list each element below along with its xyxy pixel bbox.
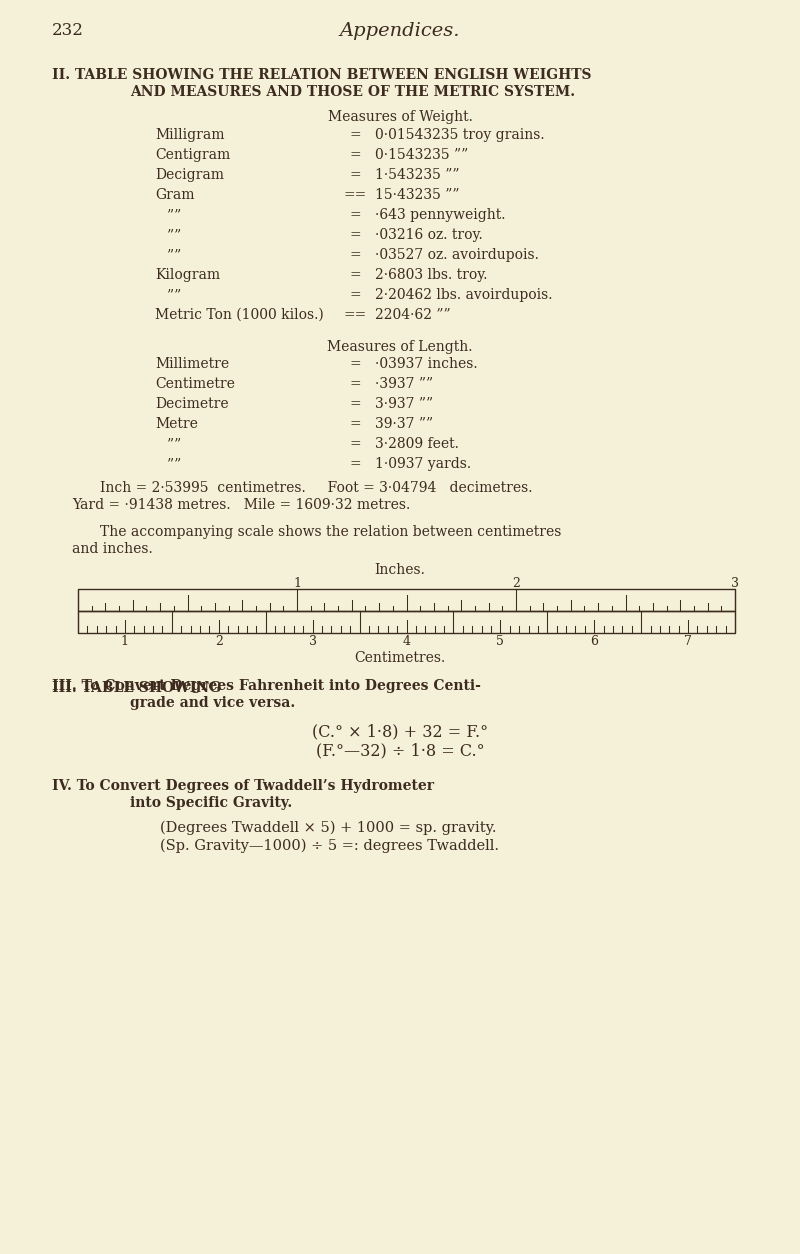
Text: ==: ==: [343, 308, 366, 322]
Text: Kilogram: Kilogram: [155, 268, 220, 282]
Text: ·643 pennyweight.: ·643 pennyweight.: [375, 208, 506, 222]
Text: ·3937 ””: ·3937 ””: [375, 377, 433, 391]
Text: ””: ””: [167, 436, 182, 451]
Text: ””: ””: [167, 208, 182, 222]
Text: 5: 5: [497, 635, 504, 648]
Text: Decigram: Decigram: [155, 168, 224, 182]
Text: Inch = 2·53995  centimetres.     Foot = 3·04794   decimetres.: Inch = 2·53995 centimetres. Foot = 3·047…: [100, 482, 533, 495]
Text: ·03527 oz. avoirdupois.: ·03527 oz. avoirdupois.: [375, 248, 539, 262]
Text: Inches.: Inches.: [374, 563, 426, 577]
Text: ·03216 oz. troy.: ·03216 oz. troy.: [375, 228, 482, 242]
Text: Metric Ton (1000 kilos.): Metric Ton (1000 kilos.): [155, 308, 324, 322]
Text: 2: 2: [512, 577, 520, 589]
Text: into Specific Gravity.: into Specific Gravity.: [130, 796, 292, 810]
Text: (Degrees Twaddell × 5) + 1000 = sp. gravity.: (Degrees Twaddell × 5) + 1000 = sp. grav…: [160, 821, 497, 835]
Text: grade and vice versa.: grade and vice versa.: [130, 696, 295, 710]
Text: 1: 1: [293, 577, 301, 589]
Text: =: =: [349, 288, 361, 302]
Text: 3·2809 feet.: 3·2809 feet.: [375, 436, 459, 451]
Text: =: =: [349, 208, 361, 222]
Text: ””: ””: [167, 228, 182, 242]
Text: =: =: [349, 398, 361, 411]
Text: 1·543235 ””: 1·543235 ””: [375, 168, 459, 182]
Text: ·03937 inches.: ·03937 inches.: [375, 357, 478, 371]
Text: and inches.: and inches.: [72, 542, 153, 556]
Text: Measures of Length.: Measures of Length.: [327, 340, 473, 354]
Text: II. TABLE SHOWING THE RELATION BETWEEN ENGLISH WEIGHTS: II. TABLE SHOWING THE RELATION BETWEEN E…: [52, 68, 591, 82]
Text: =: =: [349, 148, 361, 162]
Text: ””: ””: [167, 248, 182, 262]
Text: 39·37 ””: 39·37 ””: [375, 418, 433, 431]
Text: ==: ==: [343, 188, 366, 202]
Text: Yard = ·91438 metres.   Mile = 1609·32 metres.: Yard = ·91438 metres. Mile = 1609·32 met…: [72, 498, 410, 512]
Text: 15·43235 ””: 15·43235 ””: [375, 188, 459, 202]
Text: AND MEASURES AND THOSE OF THE METRIC SYSTEM.: AND MEASURES AND THOSE OF THE METRIC SYS…: [130, 85, 575, 99]
Text: 7: 7: [684, 635, 692, 648]
Text: 2: 2: [215, 635, 222, 648]
Text: III. To Convert Degrees Fahrenheit into Degrees Centi-: III. To Convert Degrees Fahrenheit into …: [52, 678, 481, 693]
Text: Milligram: Milligram: [155, 128, 225, 142]
Text: Measures of Weight.: Measures of Weight.: [327, 110, 473, 124]
Text: =: =: [349, 128, 361, 142]
Text: =: =: [349, 168, 361, 182]
Text: 2·6803 lbs. troy.: 2·6803 lbs. troy.: [375, 268, 487, 282]
Bar: [78, 589, 735, 611]
Text: =: =: [349, 357, 361, 371]
Text: Centimetres.: Centimetres.: [354, 651, 446, 665]
Text: Gram: Gram: [155, 188, 194, 202]
Text: =: =: [349, 456, 361, 472]
Text: III. TABLE SHOWING: III. TABLE SHOWING: [52, 681, 221, 695]
Text: 6: 6: [590, 635, 598, 648]
Text: Centigram: Centigram: [155, 148, 230, 162]
Text: =: =: [349, 268, 361, 282]
Text: (Sp. Gravity—1000) ÷ 5 =: degrees Twaddell.: (Sp. Gravity—1000) ÷ 5 =: degrees Twadde…: [160, 839, 499, 854]
Text: ””: ””: [167, 456, 182, 472]
Text: =: =: [349, 436, 361, 451]
Text: Centimetre: Centimetre: [155, 377, 235, 391]
Text: 4: 4: [402, 635, 410, 648]
Text: =: =: [349, 418, 361, 431]
Bar: [78, 611, 735, 633]
Text: 3: 3: [309, 635, 317, 648]
Text: Appendices.: Appendices.: [340, 23, 460, 40]
Text: ””: ””: [167, 288, 182, 302]
Text: 232: 232: [52, 23, 84, 39]
Text: (C.° × 1·8) + 32 = F.°: (C.° × 1·8) + 32 = F.°: [312, 724, 488, 740]
Text: 0·01543235 troy grains.: 0·01543235 troy grains.: [375, 128, 545, 142]
Text: 3·937 ””: 3·937 ””: [375, 398, 433, 411]
Text: 2204·62 ””: 2204·62 ””: [375, 308, 450, 322]
Text: IV. To Convert Degrees of Twaddell’s Hydrometer: IV. To Convert Degrees of Twaddell’s Hyd…: [52, 779, 434, 793]
Text: Millimetre: Millimetre: [155, 357, 229, 371]
Text: =: =: [349, 248, 361, 262]
Text: (F.°—32) ÷ 1·8 = C.°: (F.°—32) ÷ 1·8 = C.°: [316, 742, 484, 759]
Text: Decimetre: Decimetre: [155, 398, 229, 411]
Text: Metre: Metre: [155, 418, 198, 431]
Text: =: =: [349, 377, 361, 391]
Text: =: =: [349, 228, 361, 242]
Text: 2·20462 lbs. avoirdupois.: 2·20462 lbs. avoirdupois.: [375, 288, 553, 302]
Text: 3: 3: [731, 577, 739, 589]
Text: 1: 1: [121, 635, 129, 648]
Text: 0·1543235 ””: 0·1543235 ””: [375, 148, 468, 162]
Text: The accompanying scale shows the relation between centimetres: The accompanying scale shows the relatio…: [100, 525, 562, 539]
Text: 1·0937 yards.: 1·0937 yards.: [375, 456, 471, 472]
